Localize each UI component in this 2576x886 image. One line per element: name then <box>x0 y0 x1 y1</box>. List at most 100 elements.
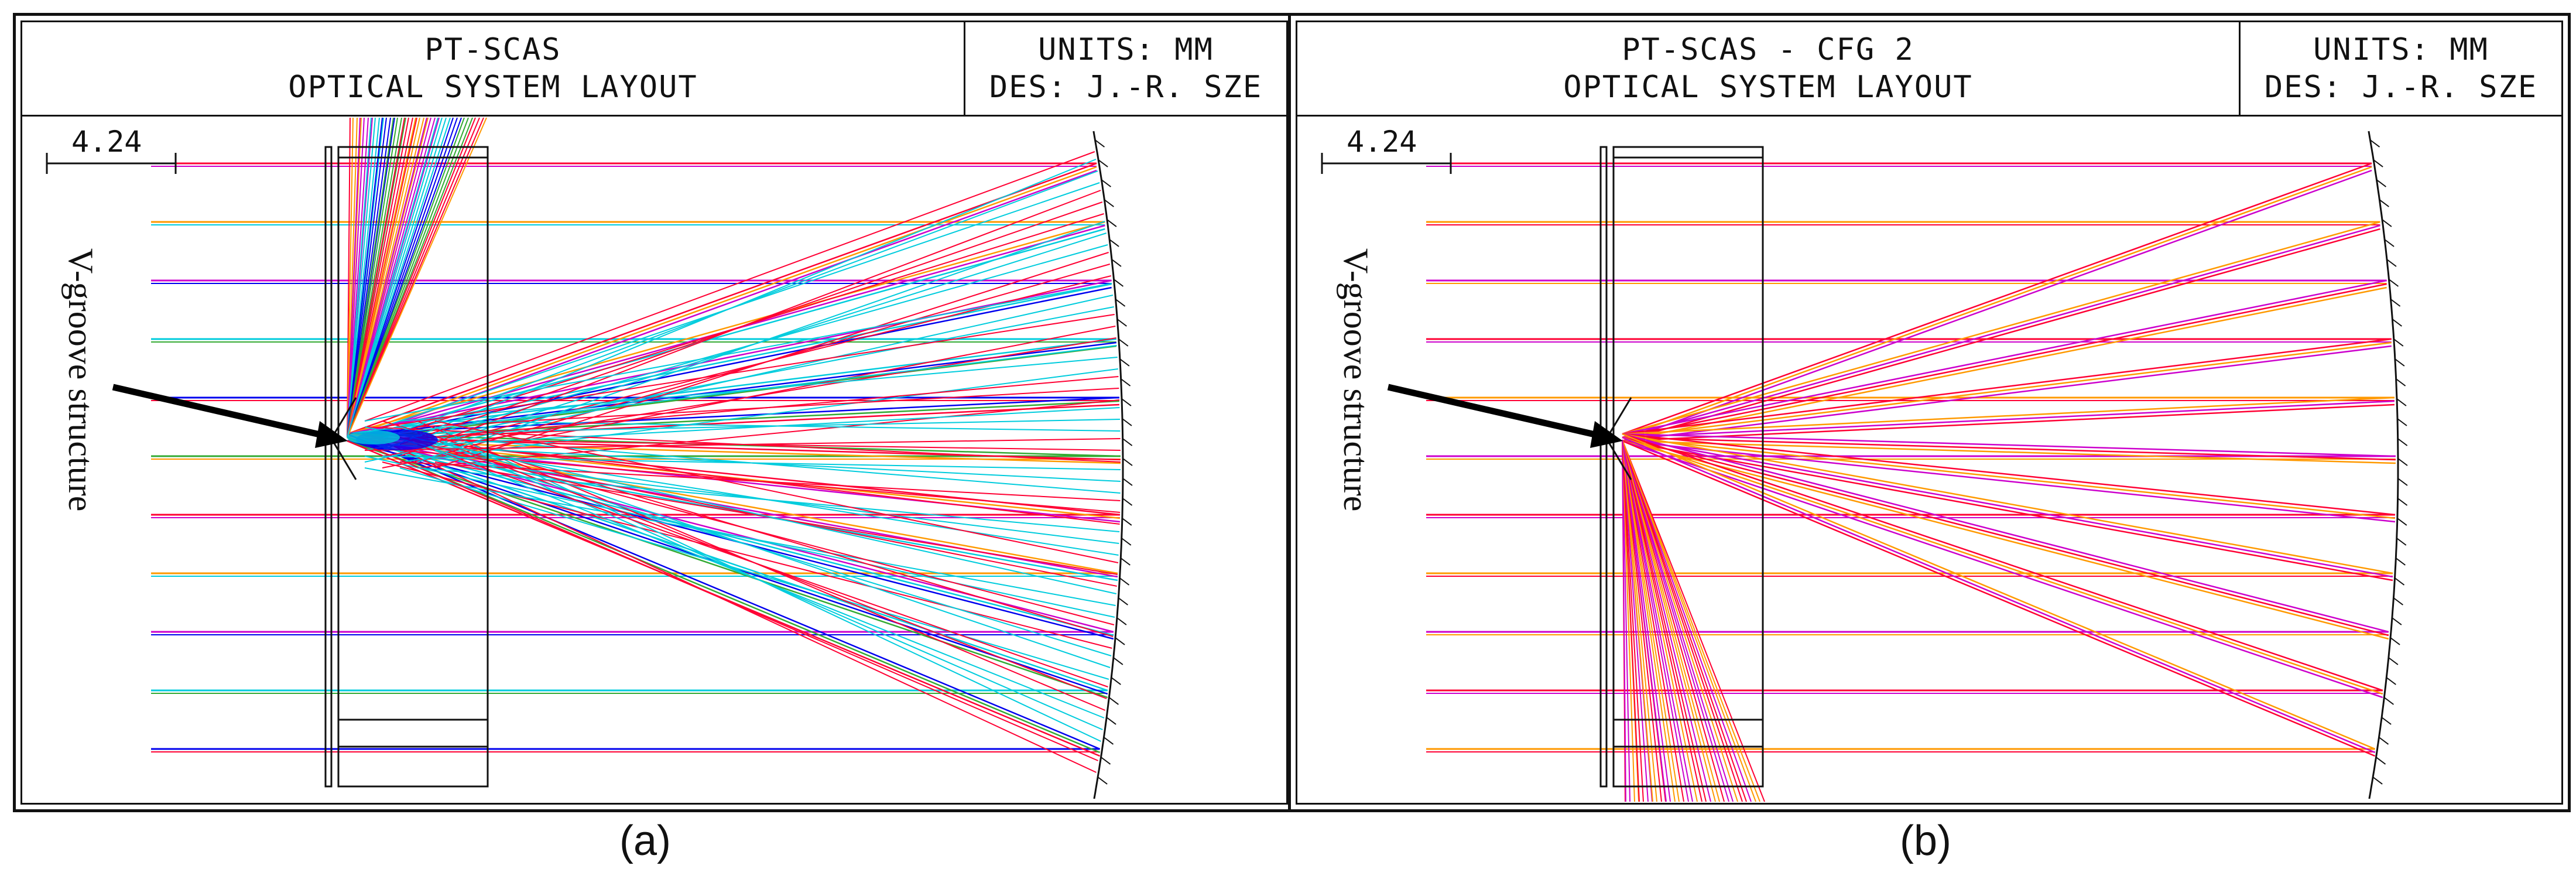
mirror-hatch <box>1097 776 1108 785</box>
scattered-ray <box>382 314 1115 427</box>
mirror-hatch <box>2392 617 2402 625</box>
layout-panel-b: PT-SCAS - CFG 2 OPTICAL SYSTEM LAYOUT UN… <box>1288 13 2571 812</box>
scattered-ray <box>347 117 387 438</box>
reflected-ray <box>347 228 1105 442</box>
mirror-hatch <box>1101 179 1112 187</box>
mirror-hatch <box>2372 776 2383 785</box>
panel-frame: PT-SCAS - CFG 2 OPTICAL SYSTEM LAYOUT UN… <box>1296 20 2563 805</box>
reflected-ray <box>1622 345 2392 442</box>
scattered-ray <box>382 432 1115 625</box>
ray-bundle <box>151 117 1121 773</box>
reflected-ray <box>1622 433 2396 516</box>
designer-label: DES: J.-R. SZE <box>989 70 1263 105</box>
scattered-ray <box>399 438 1112 656</box>
mirror-hatch <box>2397 518 2407 526</box>
mirror-hatch <box>1094 139 1105 148</box>
scattered-ray <box>347 117 398 438</box>
reflected-ray <box>347 221 1105 435</box>
scattered-ray <box>347 117 420 438</box>
scattered-ray <box>347 117 354 438</box>
mirror-hatch <box>2375 757 2386 765</box>
mirror-hatch <box>1122 518 1132 526</box>
reflected-ray <box>1622 440 2376 757</box>
mirror-hatch <box>1116 319 1127 327</box>
reflected-ray <box>1622 436 2383 695</box>
focused-ray <box>1622 439 1734 802</box>
reflected-ray <box>347 162 1097 435</box>
system-title: PT-SCAS - CFG 2 <box>1622 32 1914 67</box>
focused-ray <box>1622 439 1707 802</box>
scattered-ray <box>347 117 394 438</box>
reflected-ray <box>1622 436 2396 519</box>
plate-thick <box>337 146 489 788</box>
reflected-ray <box>1622 436 2396 461</box>
mirror-hatch <box>2379 199 2389 207</box>
scattered-ray <box>347 117 469 438</box>
scattered-ray <box>417 467 1120 532</box>
mirror-hatch <box>1113 279 1124 287</box>
reflected-ray <box>347 345 1116 442</box>
reflected-ray <box>1622 433 2376 750</box>
reflected-ray <box>347 403 1119 442</box>
focused-ray <box>1622 439 1698 802</box>
reflected-ray <box>1622 341 2392 439</box>
mirror-hatch <box>1116 617 1127 625</box>
mirror-hatch <box>2397 498 2408 506</box>
mirror-hatch <box>1121 398 1132 406</box>
scattered-ray <box>364 438 1121 451</box>
scattered-ray <box>417 399 1120 468</box>
reflected-ray <box>347 283 1112 439</box>
focused-ray <box>1622 439 1680 802</box>
layout-title: OPTICAL SYSTEM LAYOUT <box>1563 70 1973 105</box>
focused-ray <box>1622 439 1725 802</box>
scattered-ray <box>347 117 427 438</box>
scattered-ray <box>347 117 383 438</box>
scattered-ray <box>347 117 376 438</box>
layout-title: OPTICAL SYSTEM LAYOUT <box>288 70 698 105</box>
reflected-ray <box>1622 228 2380 442</box>
mirror-hatch <box>2397 478 2408 486</box>
reflected-ray <box>1622 221 2380 435</box>
scattered-ray <box>364 295 1114 463</box>
scattered-ray <box>347 117 476 438</box>
curved-mirror <box>2368 131 2408 799</box>
mirror-hatch <box>1107 219 1117 227</box>
reflected-ray <box>347 286 1112 442</box>
units-label: UNITS: MM <box>2313 32 2489 67</box>
scattered-ray <box>347 117 465 438</box>
reflected-ray <box>1622 279 2387 435</box>
focused-ray <box>1622 439 1703 802</box>
scale-bar: 4.24 <box>1321 125 1452 174</box>
focused-ray <box>1622 439 1720 802</box>
title-block: PT-SCAS OPTICAL SYSTEM LAYOUT UNITS: MM … <box>22 22 1286 117</box>
scale-label: 4.24 <box>71 125 142 159</box>
scattered-ray <box>347 117 405 438</box>
focused-ray <box>1622 439 1743 802</box>
reflected-ray <box>1622 433 2389 633</box>
mirror-hatch <box>2384 239 2395 247</box>
plate-thin <box>324 146 333 788</box>
v-groove-label: V-groove structure <box>1337 248 1375 511</box>
scattered-ray <box>347 117 439 438</box>
optical-layout-plot: 4.24 V-groove structure <box>46 117 1133 799</box>
reflected-ray <box>1622 224 2380 439</box>
mirror-hatch <box>1122 458 1133 466</box>
optical-layout-plot: 4.24 V-groove structure <box>1321 125 2408 802</box>
mirror-hatch <box>1113 657 1123 665</box>
scattered-ray <box>347 117 454 438</box>
focused-ray <box>1622 439 1738 802</box>
focused-ray <box>1622 439 1630 802</box>
mirror-hatch <box>2396 398 2407 406</box>
mirror-hatch <box>1104 199 1114 207</box>
caption-a: (a) <box>619 817 671 864</box>
reflected-ray <box>1622 436 2393 578</box>
scattered-ray <box>434 450 1105 719</box>
scale-label: 4.24 <box>1347 125 1417 159</box>
focused-ray <box>1622 439 1667 802</box>
system-title: PT-SCAS <box>424 32 561 67</box>
reflected-ray <box>347 433 1118 574</box>
annotation-arrow <box>112 384 348 448</box>
scattered-ray <box>382 159 1097 451</box>
reflected-ray <box>347 436 1101 754</box>
mirror-hatch <box>1115 299 1126 307</box>
